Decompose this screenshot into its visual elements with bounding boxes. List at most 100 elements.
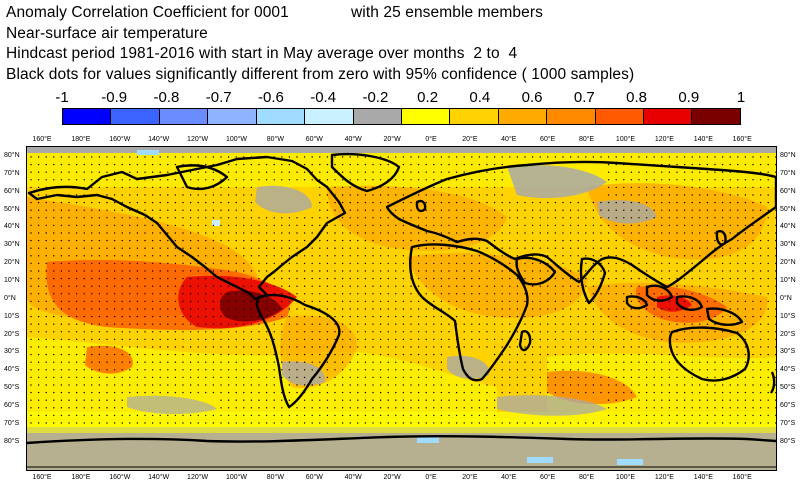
significance-dot <box>129 232 131 234</box>
significance-dot <box>676 270 678 272</box>
significance-dot <box>676 277 678 280</box>
significance-dot <box>144 308 146 310</box>
significance-dot <box>151 384 154 386</box>
significance-dot <box>45 407 47 409</box>
significance-dot <box>151 255 154 257</box>
significance-dot <box>516 338 519 341</box>
significance-dot <box>653 338 655 341</box>
significance-dot <box>638 384 640 386</box>
significance-dot <box>645 232 648 234</box>
significance-dot <box>250 262 253 265</box>
significance-dot <box>60 239 63 242</box>
significance-dot <box>288 384 291 386</box>
significance-dot <box>220 384 222 386</box>
significance-dot <box>425 217 427 219</box>
significance-dot <box>744 217 747 219</box>
significance-dot <box>341 369 344 371</box>
significance-dot <box>425 407 427 409</box>
significance-dot <box>714 201 716 204</box>
significance-dot <box>205 308 207 310</box>
significance-dot <box>379 369 382 371</box>
significance-dot <box>463 331 465 333</box>
significance-dot <box>493 194 496 196</box>
significance-dot <box>433 247 435 249</box>
significance-dot <box>691 361 693 363</box>
significance-dot <box>661 346 663 348</box>
significance-dot <box>341 224 344 227</box>
significance-dot <box>235 179 237 181</box>
significance-dot <box>410 338 412 341</box>
significance-dot <box>98 163 101 166</box>
significance-dot <box>752 361 754 363</box>
significance-dot <box>478 156 481 158</box>
significance-dot <box>668 209 671 211</box>
significance-dot <box>364 399 367 401</box>
significance-dot <box>623 308 625 310</box>
significance-dot <box>75 353 78 356</box>
significance-dot <box>167 353 169 356</box>
significance-dot <box>395 399 397 401</box>
significance-dot <box>531 346 534 348</box>
significance-dot <box>311 255 313 257</box>
significance-dot <box>455 277 458 280</box>
significance-dot <box>554 209 557 211</box>
significance-dot <box>205 391 207 394</box>
significance-dot <box>68 391 70 394</box>
significance-dot <box>227 300 230 303</box>
significance-dot <box>121 262 123 265</box>
significance-dot <box>83 361 85 363</box>
significance-dot <box>136 217 139 219</box>
significance-dot <box>220 224 222 227</box>
significance-dot <box>273 407 275 409</box>
significance-dot <box>471 391 473 394</box>
significance-dot <box>303 331 306 333</box>
significance-dot <box>144 300 146 303</box>
significance-dot <box>341 293 344 295</box>
significance-dot <box>531 315 534 318</box>
significance-dot <box>68 323 70 325</box>
significance-dot <box>250 331 253 333</box>
significance-dot <box>30 270 32 272</box>
significance-dot <box>144 391 146 394</box>
significance-dot <box>448 308 450 310</box>
significance-dot <box>577 293 579 295</box>
significance-dot <box>691 323 693 325</box>
significance-dot <box>486 391 488 394</box>
significance-dot <box>220 201 222 204</box>
significance-dot <box>281 399 283 401</box>
significance-dot <box>83 255 85 257</box>
significance-dot <box>167 201 169 204</box>
significance-dot <box>607 391 610 394</box>
significance-dot <box>471 384 473 386</box>
significance-dot <box>759 323 762 325</box>
significance-dot <box>531 353 534 356</box>
significance-dot <box>372 224 374 227</box>
significance-dot <box>349 277 351 280</box>
significance-dot <box>379 194 382 196</box>
significance-dot <box>265 179 268 181</box>
significance-dot <box>759 262 762 265</box>
significance-dot <box>341 270 344 272</box>
significance-dot <box>440 353 443 356</box>
significance-dot <box>281 156 283 158</box>
significance-dot <box>433 300 435 303</box>
latitude-label: 20°S <box>4 330 20 338</box>
significance-dot <box>288 171 291 173</box>
significance-dot <box>440 369 443 371</box>
significance-dot <box>311 277 313 280</box>
significance-dot <box>516 209 519 211</box>
significance-dot <box>714 315 716 318</box>
significance-dot <box>554 346 557 348</box>
significance-dot <box>630 179 633 181</box>
significance-dot <box>212 300 215 303</box>
significance-dot <box>547 308 549 310</box>
significance-dot <box>630 422 633 424</box>
significance-dot <box>531 384 534 386</box>
significance-dot <box>600 315 602 318</box>
significance-dot <box>653 270 655 272</box>
significance-dot <box>212 346 215 348</box>
significance-dot <box>136 315 139 318</box>
significance-dot <box>585 232 587 234</box>
significance-dot <box>410 391 412 394</box>
significance-dot <box>721 171 724 173</box>
